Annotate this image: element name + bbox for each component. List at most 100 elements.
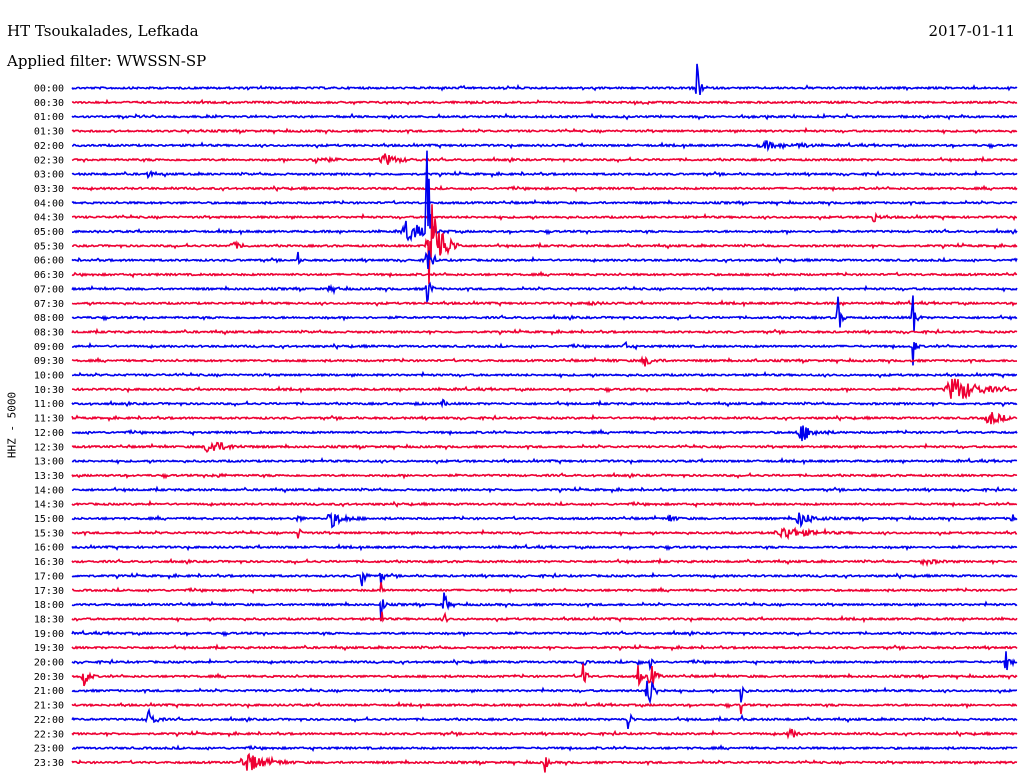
date-label: 2017-01-11 bbox=[928, 22, 1015, 40]
time-tick-label: 16:30 bbox=[34, 557, 64, 568]
time-tick-label: 23:00 bbox=[34, 744, 64, 755]
time-tick-label: 11:00 bbox=[34, 399, 64, 410]
trace-line bbox=[71, 63, 1018, 96]
trace-line bbox=[71, 629, 1018, 638]
time-tick-label: 05:30 bbox=[34, 241, 64, 252]
time-tick-label: 23:30 bbox=[34, 758, 64, 769]
time-tick-label: 00:00 bbox=[34, 84, 64, 95]
filter-label: Applied filter: WWSSN-SP bbox=[7, 52, 207, 70]
trace-line bbox=[71, 643, 1018, 652]
time-tick-label: 19:00 bbox=[34, 629, 64, 640]
time-tick-label: 08:30 bbox=[34, 327, 64, 338]
time-tick-label: 16:00 bbox=[34, 543, 64, 554]
trace-line bbox=[71, 412, 1018, 426]
trace-line bbox=[71, 700, 1018, 715]
trace-line bbox=[71, 355, 1017, 367]
trace-line bbox=[71, 543, 1018, 552]
time-tick-label: 09:00 bbox=[34, 342, 64, 353]
time-tick-label: 17:30 bbox=[34, 586, 64, 597]
trace-line bbox=[71, 139, 1018, 153]
trace-line bbox=[71, 378, 1018, 400]
trace-line bbox=[71, 526, 1018, 541]
trace-line bbox=[71, 485, 1018, 494]
trace-line bbox=[71, 270, 1018, 279]
trace-line bbox=[71, 557, 1018, 568]
trace-line bbox=[71, 295, 1018, 333]
time-tick-label: 06:30 bbox=[34, 270, 64, 281]
time-tick-label: 03:00 bbox=[34, 170, 64, 181]
trace-line bbox=[71, 153, 1018, 165]
time-tick-label: 20:30 bbox=[34, 672, 64, 683]
time-tick-label: 18:00 bbox=[34, 600, 64, 611]
time-tick-label: 02:30 bbox=[34, 155, 64, 166]
trace-line bbox=[71, 511, 1018, 529]
trace-line bbox=[71, 184, 1018, 193]
time-tick-label: 07:00 bbox=[34, 284, 64, 295]
trace-line bbox=[72, 582, 1018, 595]
time-tick-label: 13:30 bbox=[34, 471, 64, 482]
trace-line bbox=[71, 441, 1018, 453]
trace-line bbox=[72, 150, 1018, 243]
time-tick-label: 21:30 bbox=[34, 701, 64, 712]
trace-line bbox=[71, 340, 1018, 366]
time-tick-label: 20:00 bbox=[34, 658, 64, 669]
time-tick-label: 22:00 bbox=[34, 715, 64, 726]
trace-line bbox=[71, 752, 1018, 773]
time-tick-label: 12:00 bbox=[34, 428, 64, 439]
time-tick-label: 14:30 bbox=[34, 500, 64, 511]
time-tick-label: 01:30 bbox=[34, 127, 64, 138]
time-tick-label: 04:00 bbox=[34, 198, 64, 209]
trace-line bbox=[71, 592, 1018, 622]
time-tick-label: 19:30 bbox=[34, 643, 64, 654]
time-tick-label: 13:00 bbox=[34, 457, 64, 468]
trace-line bbox=[71, 611, 1018, 624]
time-tick-label: 07:30 bbox=[34, 299, 64, 310]
time-tick-label: 10:00 bbox=[34, 371, 64, 382]
time-tick-label: 04:30 bbox=[34, 213, 64, 224]
trace-line bbox=[71, 204, 1018, 285]
trace-line bbox=[71, 281, 1018, 305]
time-tick-label: 10:30 bbox=[34, 385, 64, 396]
trace-line bbox=[71, 571, 1018, 587]
trace-line bbox=[71, 126, 1018, 135]
trace-line bbox=[71, 727, 1018, 740]
time-tick-label: 17:00 bbox=[34, 571, 64, 582]
trace-line bbox=[71, 499, 1018, 509]
time-tick-label: 02:00 bbox=[34, 141, 64, 152]
time-tick-label: 03:30 bbox=[34, 184, 64, 195]
time-tick-label: 22:30 bbox=[34, 729, 64, 740]
trace-line bbox=[71, 744, 1018, 753]
trace-line bbox=[71, 651, 1018, 672]
trace-line bbox=[71, 198, 1018, 207]
time-tick-label: 01:00 bbox=[34, 112, 64, 123]
time-tick-label: 12:30 bbox=[34, 442, 64, 453]
time-tick-label: 09:30 bbox=[34, 356, 64, 367]
time-tick-label: 14:00 bbox=[34, 485, 64, 496]
trace-line bbox=[71, 707, 1018, 730]
trace-line bbox=[71, 250, 1018, 269]
time-tick-label: 08:00 bbox=[34, 313, 64, 324]
trace-line bbox=[71, 680, 1018, 705]
trace-line bbox=[71, 370, 1018, 379]
trace-line bbox=[71, 112, 1017, 121]
station-title: HT Tsoukalades, Lefkada bbox=[7, 22, 199, 40]
time-tick-label: 21:00 bbox=[34, 686, 64, 697]
trace-line bbox=[71, 398, 1018, 409]
time-tick-label: 00:30 bbox=[34, 98, 64, 109]
trace-line bbox=[71, 471, 1018, 480]
time-tick-label: 11:30 bbox=[34, 414, 64, 425]
time-tick-label: 05:00 bbox=[34, 227, 64, 238]
time-tick-label: 06:00 bbox=[34, 256, 64, 267]
time-tick-label: 18:30 bbox=[34, 614, 64, 625]
trace-line bbox=[71, 299, 1018, 308]
trace-line bbox=[71, 456, 1018, 466]
trace-line bbox=[71, 98, 1018, 106]
trace-line bbox=[71, 425, 1018, 442]
trace-line bbox=[71, 327, 1018, 336]
trace-line bbox=[71, 211, 1018, 223]
trace-line bbox=[71, 169, 1018, 180]
trace-line bbox=[71, 663, 1018, 688]
time-tick-label: 15:00 bbox=[34, 514, 64, 525]
time-tick-label: 15:30 bbox=[34, 528, 64, 539]
